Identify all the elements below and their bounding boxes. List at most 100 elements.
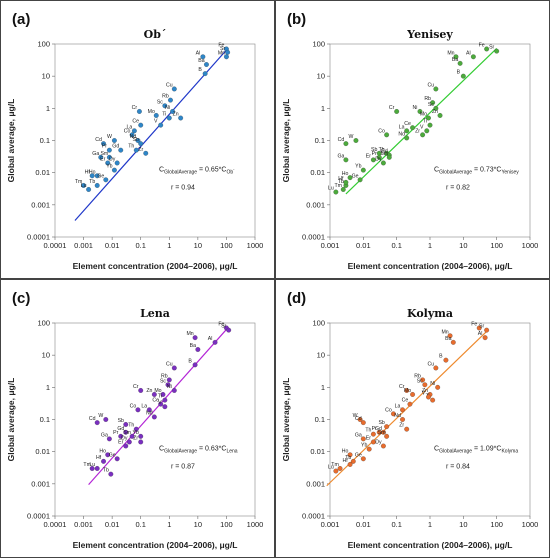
x-tick-label: 0.1	[135, 520, 145, 529]
correlation-label: r = 0.94	[171, 184, 195, 191]
point-label: Yb	[361, 443, 367, 449]
data-point	[422, 382, 428, 388]
x-tick-label: 0.001	[321, 520, 340, 529]
point-label: Th	[128, 423, 134, 429]
data-point	[340, 187, 346, 192]
data-point	[81, 183, 86, 188]
point-label: Ho	[342, 448, 349, 454]
panel-b: (b) Yenisey 0.001 0.01 0.1 1 10 100 1000 0.0001 0.…	[275, 0, 550, 279]
data-point	[192, 362, 198, 368]
point-label: La	[395, 403, 401, 409]
point-label: Ge	[109, 452, 116, 458]
point-label: Cr	[132, 105, 138, 111]
data-point	[200, 54, 206, 60]
point-label: Ce	[402, 398, 409, 404]
data-point	[168, 97, 173, 103]
plot-area	[54, 322, 256, 517]
point-label: Fe	[479, 42, 485, 48]
data-point	[171, 365, 177, 371]
equation-body: = 0.65*C	[197, 166, 226, 173]
point-label: Er	[100, 156, 105, 162]
data-point	[407, 401, 413, 407]
y-tick-label: 100	[312, 319, 325, 328]
data-point	[126, 439, 132, 445]
y-tick-label: 1	[46, 383, 50, 392]
data-point	[103, 417, 109, 422]
data-point	[337, 466, 343, 471]
y-axis-title: Global average, μg/L	[281, 99, 291, 183]
point-label: Al	[478, 331, 483, 337]
x-tick-label: 1	[167, 241, 171, 250]
x-tick-label: 0.1	[391, 520, 401, 529]
point-label: Cr	[389, 105, 395, 111]
chart-title: Lena	[140, 307, 170, 320]
data-point	[111, 138, 117, 143]
point-label: B	[198, 67, 202, 73]
equation-c: C	[159, 166, 164, 173]
point-label: V	[422, 391, 426, 397]
point-label: Hf	[342, 458, 348, 464]
regression-equation: CGlobalAverage = 0.63*CLena	[159, 445, 238, 454]
data-point	[94, 466, 100, 471]
data-point	[357, 177, 363, 183]
data-point	[178, 115, 184, 121]
point-label: Cu	[428, 361, 435, 367]
point-label: Lu	[328, 465, 334, 471]
y-tick-label: 0.0001	[27, 233, 50, 242]
equation-c: C	[434, 445, 439, 452]
point-label: Nd	[130, 134, 137, 140]
chart-title: Kolyma	[407, 307, 453, 320]
point-label: Pr	[102, 144, 107, 150]
point-label: Th	[128, 144, 134, 150]
data-point	[426, 115, 431, 121]
point-label: Ni	[167, 384, 172, 390]
regression-line	[345, 47, 498, 195]
data-point	[153, 113, 159, 118]
point-label: Ti	[162, 112, 166, 118]
point-label: Sr	[479, 324, 484, 330]
point-label: Sc	[417, 378, 423, 384]
point-label: Cu	[166, 361, 173, 367]
point-label: Mo	[404, 388, 411, 394]
data-point	[384, 424, 390, 430]
data-point	[94, 173, 100, 179]
equation-subscript: Yenisey	[501, 169, 519, 175]
data-point	[453, 54, 459, 60]
data-point	[366, 446, 372, 452]
data-point	[450, 339, 456, 345]
data-point	[427, 122, 433, 128]
data-point	[437, 113, 443, 118]
point-label: Lu	[81, 183, 87, 189]
point-label: W	[98, 413, 103, 419]
data-point	[133, 426, 139, 432]
point-label: Sc	[157, 99, 163, 105]
panel-d: (d) Kolyma 0.001 0.01 0.1 1 10 100 1000 0.0001 0.0…	[275, 279, 550, 558]
x-axis-title: Element concentration (2004–2006), μg/L	[348, 261, 513, 271]
data-point	[353, 138, 359, 143]
point-label: Zn	[173, 112, 179, 118]
y-tick-label: 100	[37, 319, 50, 328]
panel-a: (a) Ob´ 0.0001 0.001 0.01 0.1 1 10 100 1000 0.0001…	[0, 0, 275, 279]
point-label: Gd	[375, 426, 382, 432]
data-point	[404, 426, 410, 432]
point-label: Dy	[375, 156, 382, 162]
data-point	[166, 115, 172, 121]
panel-letter: (a)	[12, 11, 30, 28]
chart-title: Yenisey	[406, 28, 453, 41]
data-point	[333, 468, 339, 474]
point-label: Fe	[218, 321, 224, 327]
equation-subscript: GlobalAverage	[164, 448, 197, 454]
equation-c: C	[159, 445, 164, 452]
data-point	[380, 443, 386, 449]
y-axis-title: Global average, μg/L	[6, 378, 16, 462]
point-label: Tm	[75, 179, 83, 185]
data-point	[370, 439, 376, 445]
y-tick-label: 100	[312, 40, 325, 49]
y-tick-label: 10	[317, 72, 325, 81]
point-label: Hf	[96, 455, 102, 461]
point-label: Cd	[338, 137, 345, 143]
point-label: V	[158, 400, 162, 406]
data-point	[114, 160, 120, 166]
y-tick-label: 1	[46, 104, 50, 113]
